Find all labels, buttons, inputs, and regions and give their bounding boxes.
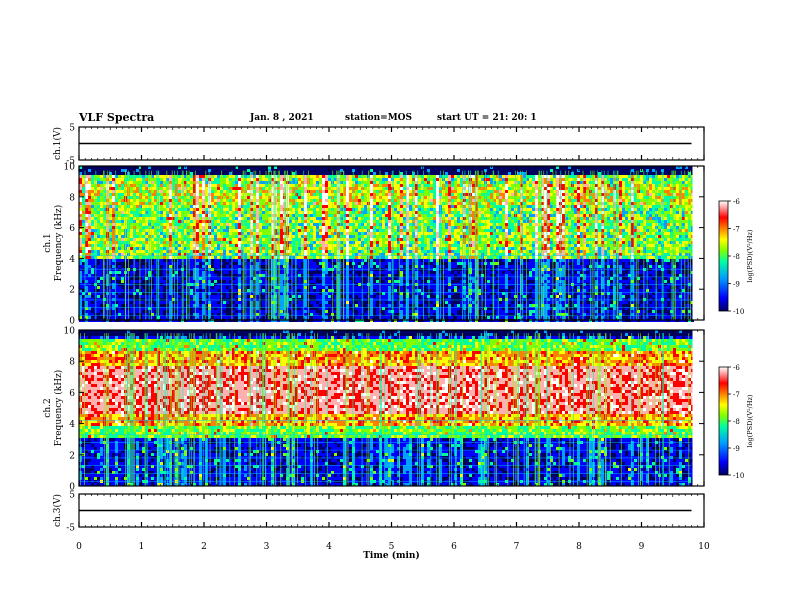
xtick-label: 8 — [576, 542, 582, 552]
xtick-label: 1 — [139, 542, 145, 552]
xtick-label: 2 — [201, 542, 207, 552]
colorbar-tick-label: -7 — [733, 391, 740, 399]
ch1-spectrogram-ylabel: ch.1 — [43, 233, 53, 252]
ch2-spectrogram-colorbar — [718, 366, 729, 476]
ch1-spectrogram-ytick-label: 6 — [69, 224, 75, 234]
ch1-spectrogram-colorbar — [718, 200, 729, 312]
ch2-spectrogram-cells — [79, 330, 694, 486]
xtick-label: 5 — [389, 542, 395, 552]
colorbar-tick-label: -7 — [733, 226, 740, 234]
colorbar-tick-label: -6 — [733, 364, 740, 372]
ch2-spectrogram-sferics — [79, 333, 690, 486]
colorbar-tick-label: -8 — [733, 253, 740, 261]
colorbar-tick-label: -9 — [733, 445, 740, 453]
ch1-ytick-label: -5 — [66, 157, 75, 167]
chart-title: VLF Spectra — [79, 111, 154, 124]
colorbar-label: log(PSD)(V²/Hz) — [746, 229, 754, 282]
xtick-label: 7 — [514, 542, 520, 552]
ch1-ylabel: ch.1(V) — [52, 127, 63, 160]
x-axis-label: Time (min) — [363, 550, 420, 561]
ch2-spectrogram-ytick-label: 2 — [69, 451, 75, 461]
ch3-ylabel: ch.3(V) — [52, 494, 63, 527]
xtick-label: 3 — [264, 542, 270, 552]
ch2-spectrogram-ytick-label: 4 — [69, 420, 75, 430]
colorbar-tick-label: -9 — [733, 281, 740, 289]
ch2-spectrogram-ytick-label: 0 — [69, 483, 75, 493]
colorbar-label: log(PSD)(V²/Hz) — [746, 394, 754, 447]
ch1-spectrogram-sferics — [84, 170, 691, 320]
ch2-spectrogram-ylabel: Frequency (kHz) — [53, 370, 64, 447]
xtick-label: 6 — [451, 542, 457, 552]
colorbar-tick-label: -10 — [733, 472, 744, 480]
ch2-spectrogram-ytick-label: 10 — [64, 327, 76, 337]
xtick-label: 4 — [326, 542, 332, 552]
xtick-label: 9 — [639, 542, 645, 552]
start-time-label: start UT = 21: 20: 1 — [437, 113, 537, 123]
ch2-spectrogram-ylabel: ch.2 — [43, 398, 53, 417]
ch1-ytick-label: 5 — [69, 124, 75, 134]
station-label: station=MOS — [345, 113, 412, 123]
colorbar-tick-label: -8 — [733, 418, 740, 426]
ch2-spectrogram-no-data — [692, 330, 704, 486]
xtick-label: 10 — [698, 542, 710, 552]
xtick-label: 0 — [76, 542, 82, 552]
colorbar-tick-label: -6 — [733, 198, 740, 206]
ch1-spectrogram-no-data — [692, 166, 704, 320]
ch1-spectrogram-ytick-label: 2 — [69, 286, 75, 296]
ch1-spectrogram-ytick-label: 0 — [69, 317, 75, 327]
colorbar-tick-label: -10 — [733, 308, 744, 316]
ch1-spectrogram-ytick-label: 10 — [64, 163, 76, 173]
date-label: Jan. 8 , 2021 — [250, 113, 314, 123]
ch2-spectrogram-interference-lines — [79, 420, 692, 482]
ch1-spectrogram-ytick-label: 8 — [69, 193, 75, 203]
ch3-ytick-label: 5 — [69, 491, 75, 501]
ch2-spectrogram-ytick-label: 8 — [69, 358, 75, 368]
ch3-ytick-label: -5 — [66, 524, 75, 534]
ch1-spectrogram-ytick-label: 4 — [69, 255, 75, 265]
ch2-spectrogram-ytick-label: 6 — [69, 389, 75, 399]
ch1-spectrogram-ylabel: Frequency (kHz) — [53, 205, 64, 282]
ch1-spectrogram-interference-lines — [79, 255, 692, 316]
